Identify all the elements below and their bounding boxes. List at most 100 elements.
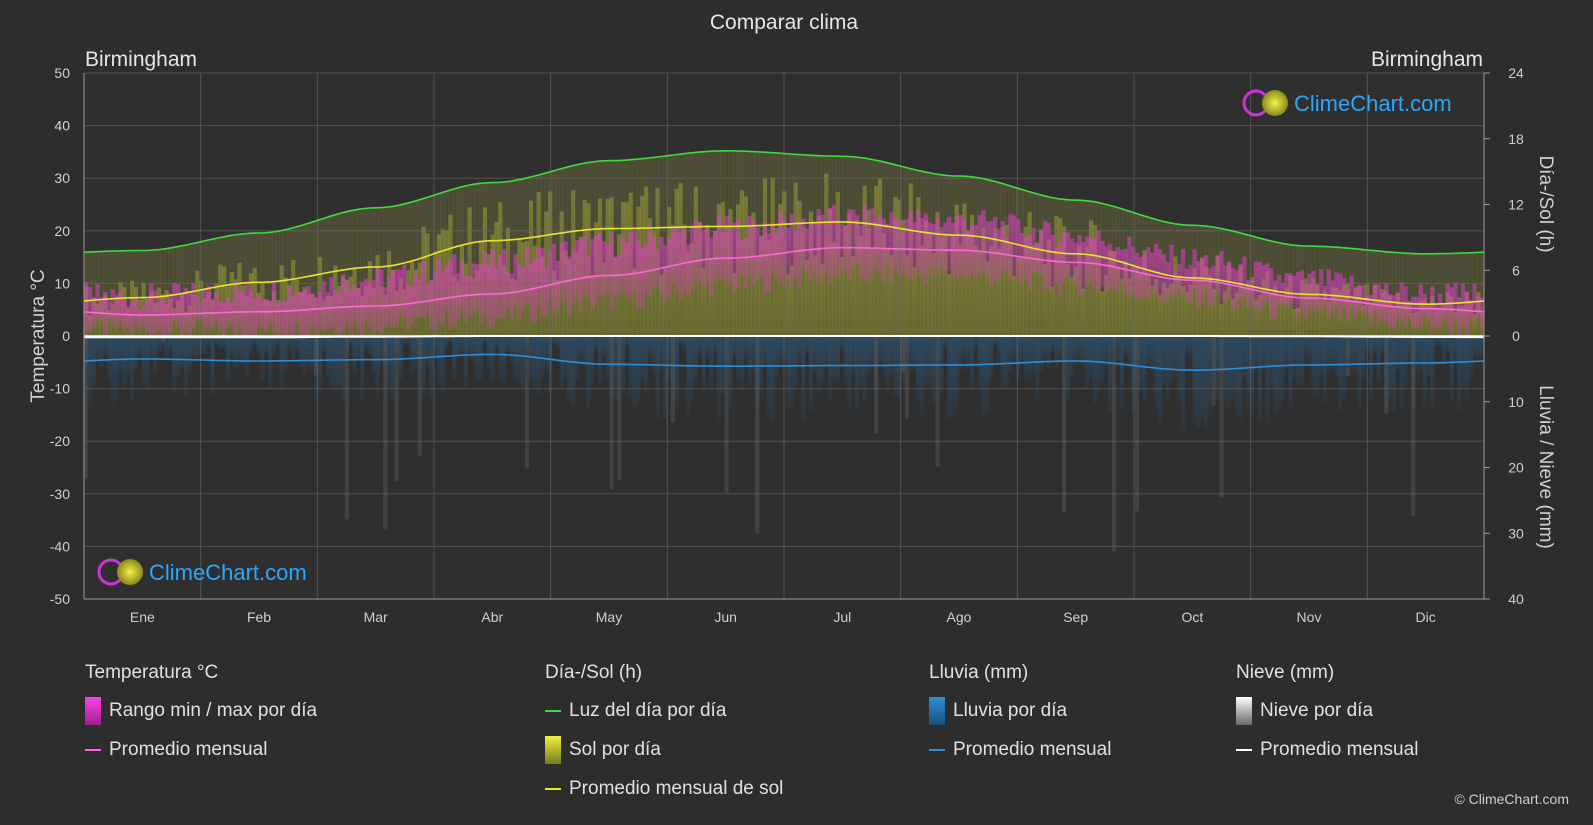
legend-rain: Lluvia (mm) Lluvia por día Promedio mens… [929, 662, 1111, 778]
sunshine-bar [854, 220, 860, 336]
temperature-range-bar [222, 302, 227, 337]
temperature-range-bar [1380, 291, 1385, 322]
rain-bar [743, 336, 748, 359]
temperature-range-bar [985, 221, 990, 278]
sunshine-bar [1119, 278, 1124, 336]
y-tick-label-right-bottom: 40 [1508, 591, 1524, 607]
rain-bar [1326, 336, 1331, 373]
sunshine-bar [601, 263, 606, 336]
temperature-range-bar [540, 247, 545, 316]
temperature-range-bar [210, 298, 215, 329]
rain-bar [1069, 336, 1074, 379]
rain-bar [597, 336, 603, 383]
temperature-range-bar [770, 222, 775, 274]
rain-bar [348, 336, 353, 347]
rain-bar [1000, 336, 1005, 389]
sunshine-bar [1023, 226, 1028, 336]
temperature-range-bar [413, 274, 418, 319]
temperature-range-bar [1242, 256, 1247, 297]
temperature-range-bar [398, 269, 403, 316]
temperature-range-bar [977, 215, 982, 273]
temperature-range-bar [877, 214, 883, 274]
sunshine-bar [1284, 287, 1289, 336]
snow-bar [394, 336, 399, 481]
rain-bar [732, 336, 737, 358]
rain-bar [187, 336, 192, 373]
rain-bar [970, 336, 975, 391]
sunshine-bar [1334, 287, 1339, 336]
legend-item-snow-avg: Promedio mensual [1236, 739, 1418, 761]
rain-bar [153, 336, 158, 374]
rain-bar [279, 336, 284, 391]
rain-bar [1476, 336, 1481, 359]
sunshine-bar [1131, 264, 1136, 336]
rain-bar [329, 336, 334, 390]
rain-bar [122, 336, 127, 390]
temperature-range-bar [528, 263, 534, 322]
temperature-range-bar [1276, 274, 1282, 305]
rain-bar [950, 336, 955, 418]
rain-bar [674, 336, 679, 409]
rain-bar [1019, 336, 1025, 364]
rain-bar [847, 336, 852, 410]
rain-bar [544, 336, 549, 372]
sunshine-bar [843, 225, 848, 336]
temperature-range-bar [1204, 255, 1209, 292]
temperature-range-bar [1319, 269, 1324, 309]
temperature-range-bar [655, 249, 660, 287]
rain-bar [1276, 336, 1282, 412]
sunshine-bar [1096, 257, 1101, 336]
sunshine-bar [95, 303, 100, 336]
temperature-range-bar [670, 229, 675, 285]
temperature-range-bar [1008, 213, 1013, 279]
temperature-range-bar [993, 216, 998, 281]
rain-bar [1284, 336, 1289, 368]
temperature-range-bar [141, 305, 146, 328]
temperature-range-bar [1372, 284, 1377, 315]
temperature-range-bar [1188, 264, 1193, 304]
rain-bar [766, 336, 771, 415]
temperature-range-bar [1376, 284, 1381, 323]
temperature-range-bar [854, 215, 860, 266]
temperature-range-bar [828, 207, 833, 283]
rain-bar [835, 336, 840, 384]
sunshine-bar [1219, 303, 1224, 336]
swatch-snow-avg [1236, 749, 1252, 751]
rain-bar [352, 336, 357, 374]
rain-bar [260, 336, 265, 383]
rain-bar [1039, 336, 1044, 373]
temperature-range-bar [536, 247, 541, 308]
temperature-range-bar [1460, 284, 1466, 327]
temperature-range-bar [931, 224, 936, 269]
temperature-range-bar [260, 299, 265, 330]
sunshine-bar [1349, 301, 1354, 336]
sunshine-bar [851, 255, 856, 336]
y-tick-label-right-top: 0 [1512, 328, 1520, 344]
rain-bar [137, 336, 142, 356]
temperature-range-bar [1073, 242, 1078, 287]
daylight-bar [1426, 253, 1431, 336]
rain-bar [1092, 336, 1097, 404]
temperature-range-bar [636, 240, 641, 310]
temperature-range-bar [1062, 232, 1067, 284]
rain-bar [306, 336, 311, 367]
rain-bar [498, 336, 503, 381]
temperature-range-bar [1238, 264, 1243, 301]
temperature-range-bar [1437, 293, 1443, 329]
daylight-bar [264, 232, 269, 336]
rain-bar [513, 336, 518, 381]
snow-bar [900, 336, 906, 373]
rain-bar [1261, 336, 1266, 372]
daylight-bar [314, 220, 319, 336]
temperature-range-bar [1253, 261, 1258, 310]
rain-bar [571, 336, 576, 409]
rain-bar [1192, 336, 1197, 424]
series-line-2 [83, 246, 1485, 316]
sunshine-bar [759, 236, 764, 336]
temperature-range-bar [364, 278, 369, 321]
temperature-range-bar [885, 224, 890, 266]
temperature-range-bar [778, 210, 783, 283]
temperature-range-bar [233, 283, 238, 336]
sunshine-bar [912, 267, 917, 336]
temperature-range-bar [314, 297, 319, 334]
